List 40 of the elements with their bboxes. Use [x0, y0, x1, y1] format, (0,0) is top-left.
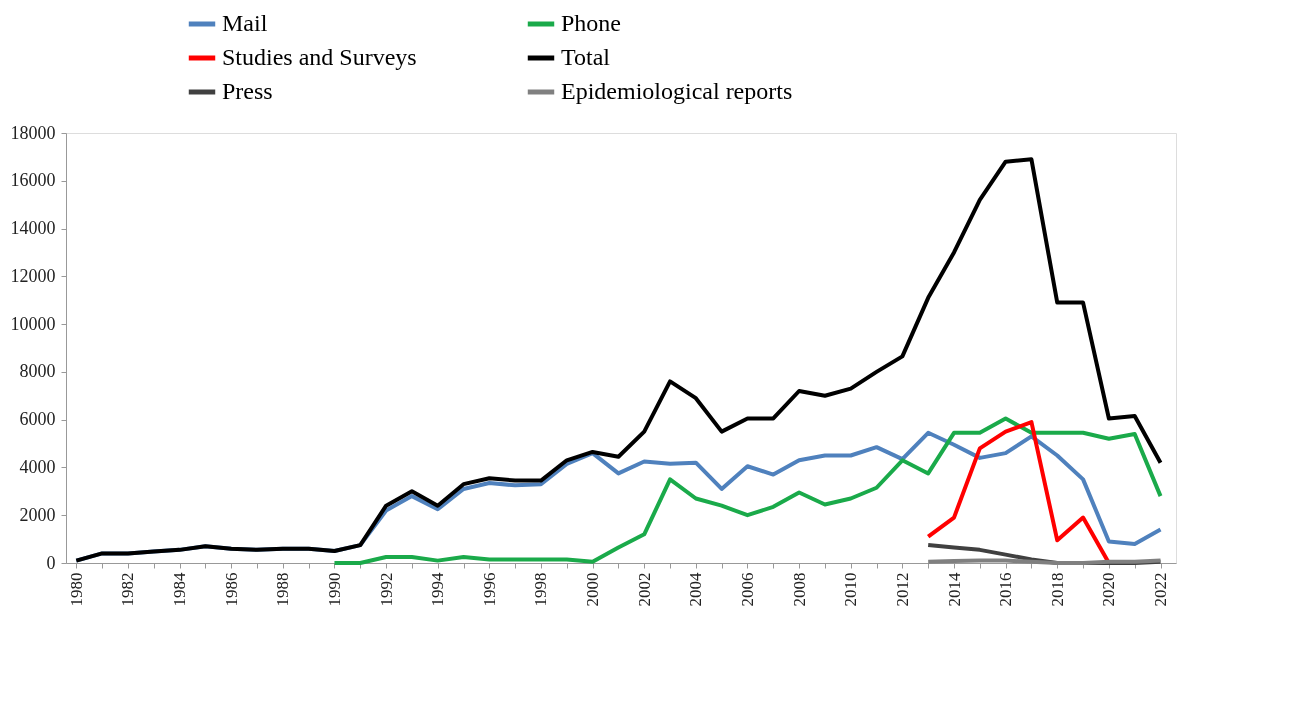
- y-tick-label: 6000: [19, 409, 56, 430]
- legend-label: Mail: [222, 10, 268, 36]
- y-tick-label: 16000: [10, 170, 56, 191]
- x-tick-label: 1998: [531, 572, 551, 607]
- line-series: [332, 416, 1163, 565]
- x-tick-label: 2008: [789, 572, 809, 607]
- x-tick-label: 2000: [583, 572, 603, 607]
- y-tick-label: 0: [46, 552, 56, 573]
- x-tick-label: 1986: [221, 572, 241, 607]
- y-tick-label: 10000: [10, 313, 56, 334]
- legend-label: Press: [222, 78, 273, 104]
- x-tick-label: 2014: [944, 572, 964, 607]
- line-series: [74, 157, 1163, 563]
- legend-label: Phone: [561, 10, 621, 36]
- x-tick-label: 2002: [634, 572, 654, 607]
- x-tick-label: 2012: [892, 572, 912, 607]
- x-tick-label: 2022: [1151, 572, 1171, 607]
- x-tick-label: 2006: [737, 572, 757, 607]
- x-tick-label: 1980: [66, 572, 86, 607]
- y-tick-label: 18000: [10, 122, 56, 143]
- legend-label: Studies and Surveys: [222, 44, 417, 70]
- legend-label: Total: [561, 44, 611, 70]
- x-tick-label: 2020: [1099, 572, 1119, 607]
- y-tick-label: 8000: [19, 361, 56, 382]
- x-tick-label: 1996: [479, 572, 499, 607]
- y-tick-label: 14000: [10, 218, 56, 239]
- x-tick-label: 2010: [841, 572, 861, 607]
- x-tick-label: 2018: [1047, 572, 1067, 607]
- y-tick-label: 12000: [10, 265, 56, 286]
- y-tick-label: 2000: [19, 504, 56, 525]
- x-tick-label: 1982: [118, 572, 138, 607]
- x-tick-label: 1988: [273, 572, 293, 607]
- x-tick-label: 1990: [324, 572, 344, 607]
- x-tick-label: 1984: [170, 572, 190, 607]
- x-tick-label: 1992: [376, 572, 396, 607]
- x-tick-label: 2016: [996, 572, 1016, 607]
- legend-label: Epidemiological reports: [561, 78, 793, 104]
- y-tick-label: 4000: [19, 456, 56, 477]
- x-tick-label: 2004: [686, 572, 706, 607]
- x-tick-label: 1994: [428, 572, 448, 607]
